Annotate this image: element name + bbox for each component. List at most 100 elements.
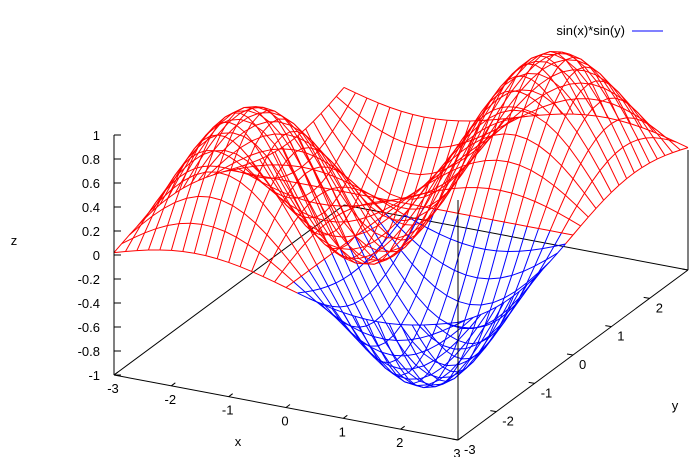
mesh-line-y — [312, 113, 322, 122]
y-tick-label: -1 — [541, 385, 553, 400]
mesh-line-x — [358, 267, 371, 293]
mesh-line-x — [496, 159, 509, 163]
mesh-line-x — [393, 219, 406, 222]
mesh-line-y — [580, 216, 589, 227]
mesh-line-x — [607, 82, 620, 94]
mesh-line-x — [228, 147, 241, 157]
mesh-line-y — [389, 237, 398, 252]
mesh-line-x — [182, 148, 195, 166]
mesh-line-x — [573, 113, 585, 116]
mesh-line-y — [439, 120, 448, 148]
mesh-line-y — [239, 244, 249, 267]
mesh-line-x — [504, 221, 516, 225]
mesh-line-x — [465, 145, 479, 166]
mesh-line-x — [308, 203, 321, 229]
mesh-line-y — [358, 245, 368, 255]
mesh-line-x — [657, 130, 670, 141]
mesh-line-y — [469, 145, 478, 152]
mesh-line-x — [488, 107, 502, 127]
x-tick — [285, 404, 291, 408]
mesh-line-x — [343, 257, 356, 264]
mesh-line-x — [519, 78, 532, 93]
mesh-line-y — [262, 122, 272, 132]
mesh-line-x — [511, 192, 524, 198]
mesh-line-x — [397, 169, 410, 174]
mesh-line-y — [564, 234, 574, 245]
mesh-line-x — [442, 263, 455, 271]
mesh-line-y — [190, 146, 199, 163]
mesh-line-x — [431, 366, 444, 376]
mesh-line-x — [584, 66, 597, 82]
mesh-line-x — [259, 149, 272, 153]
mesh-line-x — [286, 175, 299, 199]
mesh-line-x — [484, 318, 497, 326]
mesh-line-x — [576, 69, 589, 85]
mesh-line-x — [676, 141, 689, 149]
mesh-line-x — [236, 236, 249, 245]
mesh-line-x — [496, 122, 509, 130]
mesh-line-y — [297, 195, 306, 199]
mesh-line-x — [493, 118, 505, 121]
mesh-line-x — [385, 338, 397, 341]
mesh-line-y — [228, 121, 237, 126]
mesh-line-x — [660, 138, 674, 153]
mesh-line-y — [389, 169, 398, 195]
mesh-line-x — [458, 161, 471, 175]
mesh-line-y — [419, 227, 429, 247]
mesh-line-y — [515, 271, 524, 292]
mesh-line-x — [328, 243, 341, 250]
mesh-line-x — [305, 152, 318, 158]
mesh-line-y — [362, 292, 371, 300]
mesh-line-x — [477, 187, 489, 190]
mesh-line-y — [362, 204, 371, 217]
mesh-line-x — [633, 118, 647, 139]
mesh-line-x — [224, 125, 237, 137]
mesh-line-x — [270, 186, 283, 193]
x-tick-label: 0 — [281, 414, 288, 429]
mesh-line-y — [568, 69, 578, 78]
mesh-line-x — [270, 148, 283, 151]
y-tick — [605, 325, 612, 328]
mesh-line-y — [546, 56, 555, 64]
mesh-line-x — [228, 112, 241, 123]
mesh-line-x — [358, 254, 371, 261]
mesh-line-x — [331, 253, 344, 280]
mesh-line-x — [278, 118, 291, 133]
mesh-line-x — [309, 225, 322, 233]
mesh-line-x — [457, 359, 470, 366]
mesh-line-x — [424, 116, 436, 120]
mesh-line-x — [485, 248, 497, 252]
mesh-line-x — [167, 177, 180, 199]
mesh-line-y — [438, 365, 448, 378]
mesh-line-x — [324, 142, 337, 163]
mesh-line-y — [484, 302, 494, 326]
mesh-line-y — [270, 118, 279, 124]
mesh-line-y — [343, 208, 352, 213]
mesh-line-x — [607, 117, 620, 121]
mesh-line-x — [278, 121, 291, 126]
mesh-line-y — [427, 349, 436, 361]
mesh-line-y — [507, 224, 517, 252]
mesh-line-y — [362, 124, 372, 145]
mesh-line-x — [519, 284, 532, 299]
mesh-line-x — [415, 295, 429, 309]
x-tick-label: -1 — [222, 403, 234, 418]
mesh-line-x — [350, 326, 363, 333]
mesh-line-y — [205, 174, 214, 178]
mesh-line-y — [499, 251, 509, 279]
mesh-line-x — [205, 255, 218, 260]
mesh-line-x — [301, 166, 314, 170]
mesh-line-x — [530, 248, 543, 251]
mesh-line-x — [550, 51, 562, 53]
mesh-line-x — [458, 151, 471, 173]
mesh-line-x — [618, 119, 631, 143]
mesh-line-y — [236, 161, 245, 169]
mesh-line-x — [515, 284, 528, 305]
mesh-line-y — [316, 258, 325, 266]
mesh-line-x — [297, 135, 310, 161]
mesh-line-y — [634, 117, 643, 122]
mesh-line-x — [217, 156, 230, 167]
mesh-line-y — [365, 319, 375, 337]
mesh-line-x — [527, 225, 539, 229]
